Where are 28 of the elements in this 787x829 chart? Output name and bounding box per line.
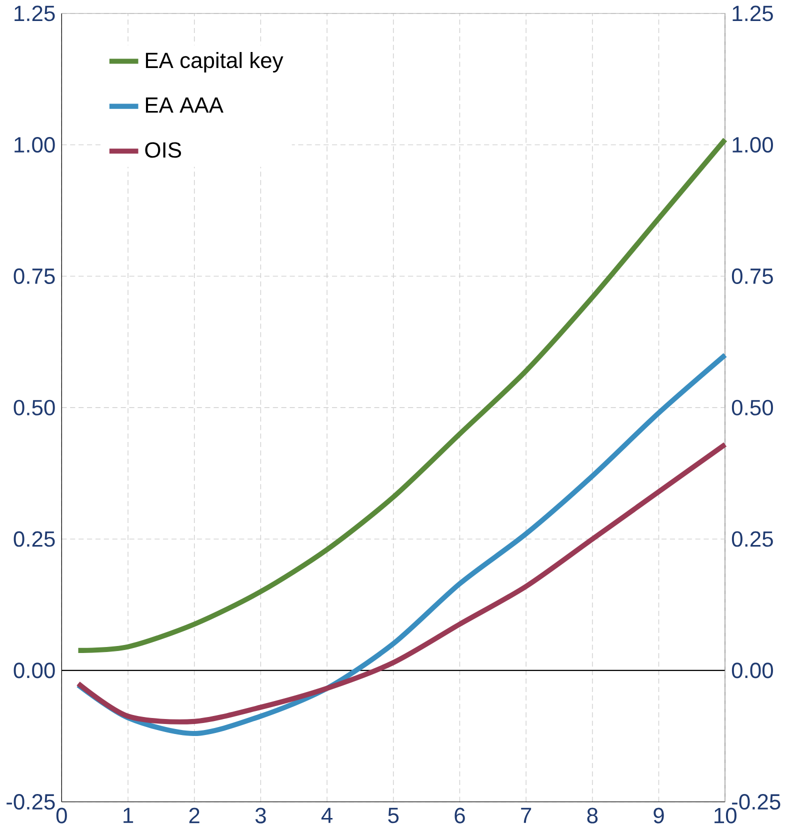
y2-tick-label: 0.00 (732, 662, 774, 678)
legend-label: EA capital key (146, 52, 284, 73)
y-tick-label: 0.00 (14, 662, 55, 678)
x-tick-label: 2 (189, 808, 200, 824)
x-tick-label: 0 (56, 808, 68, 824)
x-tick-label: 4 (322, 808, 333, 823)
x-tick-label: 3 (256, 808, 266, 824)
y2-tick-label: 1.00 (732, 137, 774, 153)
y-tick-label: 0.25 (14, 531, 55, 547)
y-tick-label: 1.25 (14, 6, 55, 22)
y2-tick-label: 0.25 (732, 531, 774, 547)
y2-tick-label: -0.25 (732, 794, 780, 810)
y2-tick-label: 0.50 (732, 400, 774, 416)
legend-label: EA AAA (146, 98, 224, 113)
x-tick-label: 1 (124, 808, 134, 823)
x-tick-label: 6 (454, 808, 465, 824)
x-tick-label: 9 (654, 808, 664, 824)
y2-tick-label: 1.25 (732, 6, 774, 22)
y2-tick-label: 0.75 (732, 268, 774, 284)
y-tick-label: 0.75 (14, 268, 55, 284)
x-tick-label: 5 (388, 808, 399, 824)
y-tick-label: 1.00 (14, 137, 55, 153)
legend-label: OIS (145, 142, 182, 158)
y-tick-label: -0.25 (6, 794, 55, 810)
x-tick-label: 7 (521, 808, 532, 823)
x-tick-label: 8 (587, 808, 598, 824)
y-tick-label: 0.50 (14, 400, 55, 416)
x-tick-label: 10 (714, 808, 737, 824)
